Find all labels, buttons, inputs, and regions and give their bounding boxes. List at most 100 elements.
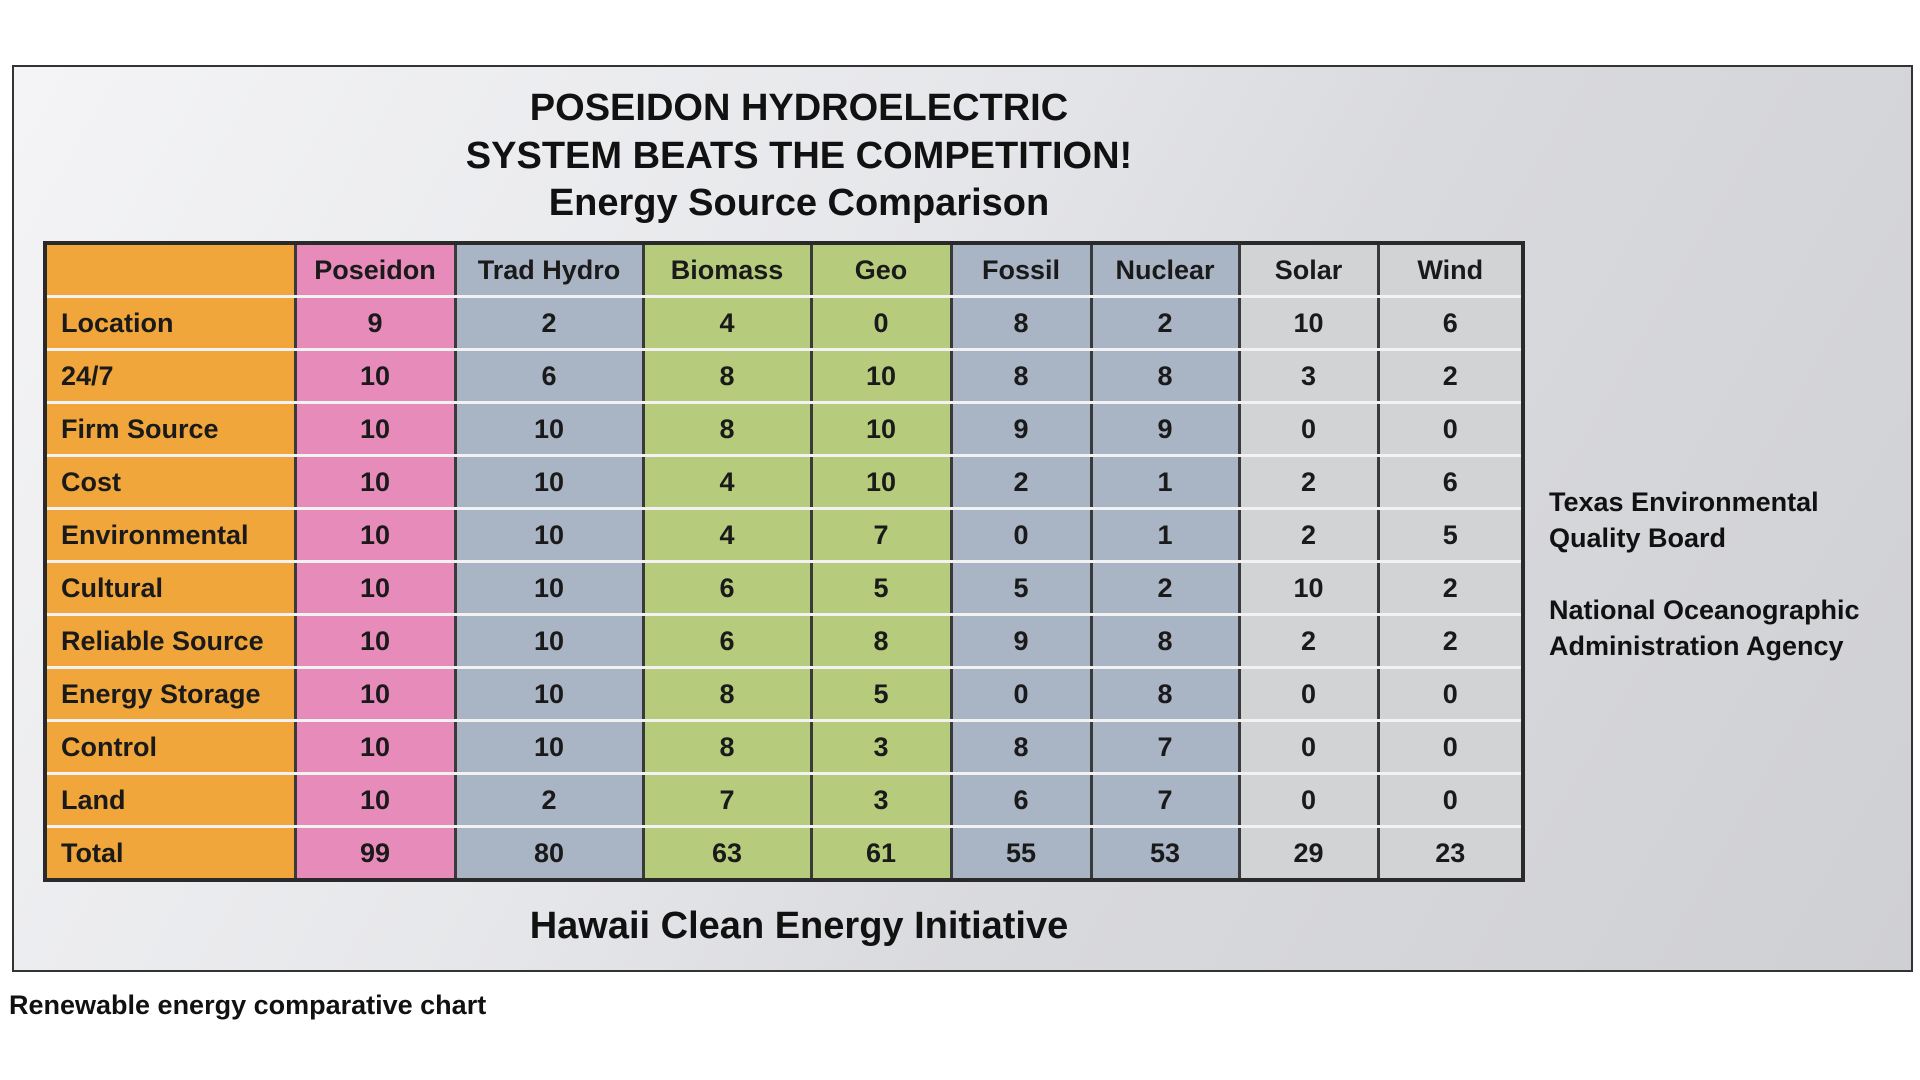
column-header: Wind [1378, 243, 1523, 298]
column-header: Geo [811, 243, 953, 298]
score-cell: 7 [1091, 773, 1241, 828]
score-cell: 53 [1091, 826, 1241, 880]
score-cell: 2 [455, 296, 645, 351]
score-cell: 10 [455, 667, 645, 722]
score-cell: 2 [1239, 508, 1380, 563]
score-cell: 80 [455, 826, 645, 880]
table-row: 24/7 10 6 8 10 8 8 3 2 [45, 349, 1523, 404]
note-line: Quality Board [1549, 523, 1727, 553]
row-label: Location [45, 296, 297, 351]
score-cell: 2 [1378, 614, 1523, 669]
score-cell: 10 [295, 349, 457, 404]
score-cell: 10 [1239, 296, 1380, 351]
score-cell: 8 [1091, 614, 1241, 669]
column-header: Nuclear [1091, 243, 1241, 298]
row-label: Control [45, 720, 297, 775]
score-cell: 8 [643, 720, 813, 775]
score-cell: 6 [643, 561, 813, 616]
header-row: Poseidon Trad Hydro Biomass Geo Fossil Nuclea… [45, 243, 1523, 298]
source-note: National Oceanographic Administration Age… [1549, 592, 1860, 664]
score-cell: 10 [295, 402, 457, 457]
table-row: Firm Source 10 10 8 10 9 9 0 0 [45, 402, 1523, 457]
note-line: Administration Agency [1549, 631, 1844, 661]
score-cell: 3 [811, 720, 953, 775]
score-cell: 10 [455, 720, 645, 775]
score-cell: 7 [643, 773, 813, 828]
score-cell: 9 [951, 402, 1093, 457]
table-row: Reliable Source 10 10 6 8 9 8 2 2 [45, 614, 1523, 669]
row-label: Firm Source [45, 402, 297, 457]
score-cell: 0 [1378, 667, 1523, 722]
score-cell: 8 [643, 349, 813, 404]
score-cell: 0 [1378, 720, 1523, 775]
note-line: Texas Environmental [1549, 487, 1819, 517]
table-row: Environmental 10 10 4 7 0 1 2 5 [45, 508, 1523, 563]
score-cell: 55 [951, 826, 1093, 880]
column-header: Poseidon [295, 243, 457, 298]
score-cell: 3 [811, 773, 953, 828]
row-label: 24/7 [45, 349, 297, 404]
score-cell: 10 [455, 508, 645, 563]
score-cell: 7 [1091, 720, 1241, 775]
score-cell: 6 [1378, 455, 1523, 510]
score-cell: 10 [295, 508, 457, 563]
score-cell: 10 [1239, 561, 1380, 616]
score-cell: 5 [951, 561, 1093, 616]
footer: Hawaii Clean Energy Initiative [529, 905, 1069, 947]
score-cell: 23 [1378, 826, 1523, 880]
score-cell: 1 [1091, 455, 1241, 510]
corner-cell [45, 243, 297, 298]
score-cell: 10 [295, 561, 457, 616]
source-note: Texas Environmental Quality Board [1549, 484, 1819, 556]
score-cell: 2 [1091, 561, 1241, 616]
score-cell: 4 [643, 455, 813, 510]
table-row: Land 10 2 7 3 6 7 0 0 [45, 773, 1523, 828]
subtitle: Energy Source Comparison [548, 182, 1050, 224]
score-cell: 8 [643, 667, 813, 722]
score-cell: 5 [811, 667, 953, 722]
score-cell: 1 [1091, 508, 1241, 563]
score-cell: 10 [295, 455, 457, 510]
score-cell: 4 [643, 296, 813, 351]
column-header: Trad Hydro [455, 243, 645, 298]
row-label: Energy Storage [45, 667, 297, 722]
score-cell: 10 [295, 614, 457, 669]
comparison-table: Poseidon Trad Hydro Biomass Geo Fossil Nuclea… [43, 241, 1525, 882]
score-cell: 2 [1239, 614, 1380, 669]
score-cell: 0 [1239, 667, 1380, 722]
score-cell: 0 [811, 296, 953, 351]
score-cell: 6 [455, 349, 645, 404]
score-cell: 8 [643, 402, 813, 457]
row-label: Total [45, 826, 297, 880]
score-cell: 9 [295, 296, 457, 351]
score-cell: 10 [455, 614, 645, 669]
score-cell: 8 [951, 349, 1093, 404]
score-cell: 10 [811, 349, 953, 404]
score-cell: 2 [1239, 455, 1380, 510]
score-cell: 10 [811, 455, 953, 510]
score-cell: 5 [811, 561, 953, 616]
score-cell: 2 [951, 455, 1093, 510]
score-cell: 6 [1378, 296, 1523, 351]
score-cell: 8 [951, 720, 1093, 775]
row-label: Land [45, 773, 297, 828]
score-cell: 10 [295, 720, 457, 775]
score-cell: 0 [951, 508, 1093, 563]
column-header: Biomass [643, 243, 813, 298]
score-cell: 0 [1378, 402, 1523, 457]
score-cell: 2 [455, 773, 645, 828]
score-cell: 9 [951, 614, 1093, 669]
row-label: Environmental [45, 508, 297, 563]
title-line: SYSTEM BEATS THE COMPETITION! [465, 135, 1133, 177]
column-header: Solar [1239, 243, 1380, 298]
table-row: Cost 10 10 4 10 2 1 2 6 [45, 455, 1523, 510]
score-cell: 10 [455, 402, 645, 457]
score-cell: 8 [951, 296, 1093, 351]
score-cell: 4 [643, 508, 813, 563]
table-row: Energy Storage 10 10 8 5 0 8 0 0 [45, 667, 1523, 722]
table-row: Location 9 2 4 0 8 2 10 6 [45, 296, 1523, 351]
row-label: Reliable Source [45, 614, 297, 669]
row-label: Cost [45, 455, 297, 510]
note-line: National Oceanographic [1549, 595, 1860, 625]
score-cell: 29 [1239, 826, 1380, 880]
